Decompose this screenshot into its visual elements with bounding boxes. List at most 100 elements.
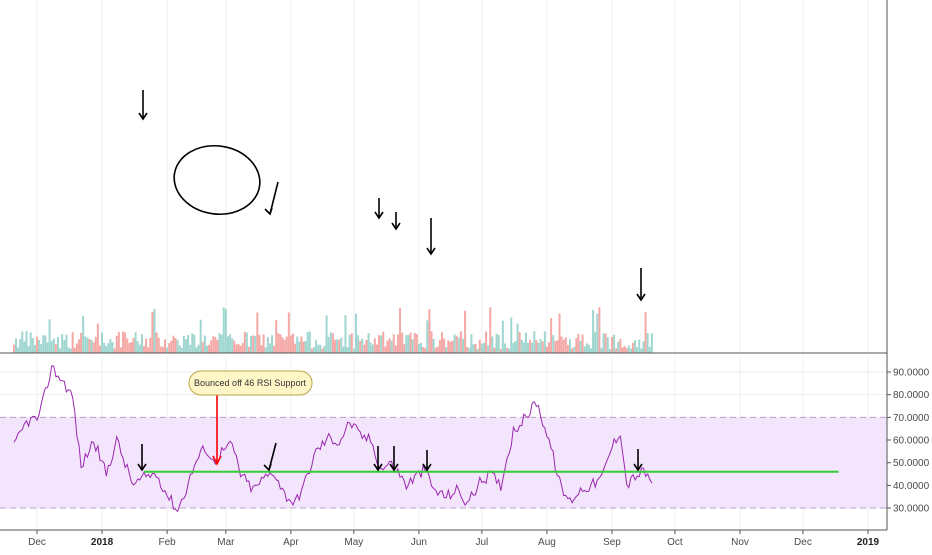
volume-bar <box>275 319 278 353</box>
volume-bar <box>268 343 271 353</box>
volume-bar <box>229 334 232 353</box>
volume-bar <box>140 334 143 353</box>
volume-bar <box>283 339 286 353</box>
volume-bar <box>231 338 234 353</box>
volume-bar <box>245 332 248 353</box>
volume-bar <box>489 307 492 353</box>
volume-bar <box>84 336 87 353</box>
volume-bar <box>642 341 645 353</box>
volume-bar <box>587 344 590 353</box>
volume-bar <box>596 313 599 353</box>
time-tick-label: Aug <box>538 537 556 548</box>
volume-bar <box>493 347 496 353</box>
volume-bar <box>182 335 185 353</box>
volume-bar <box>354 313 357 353</box>
volume-bar <box>401 332 404 353</box>
volume-bar <box>168 343 171 353</box>
volume-bar <box>239 345 242 353</box>
callout-arrow-head <box>212 455 222 466</box>
volume-bar <box>237 344 240 353</box>
volume-bar <box>470 334 473 353</box>
volume-bar <box>552 335 555 353</box>
volume-bar <box>69 348 72 353</box>
rsi-band <box>0 417 887 509</box>
volume-bar <box>258 334 261 353</box>
volume-bar <box>399 307 402 353</box>
volume-bar <box>264 347 267 353</box>
volume-bar <box>197 344 200 353</box>
volume-bar <box>415 334 418 353</box>
volume-bar <box>627 345 630 353</box>
volume-bar <box>608 348 611 353</box>
volume-bar <box>629 348 632 353</box>
volume-bar <box>623 346 626 353</box>
volume-bar <box>38 340 41 353</box>
volume-bar <box>413 332 416 353</box>
volume-bar <box>336 339 339 353</box>
volume-bar <box>468 347 471 353</box>
volume-bar <box>615 348 618 353</box>
volume-bar <box>306 332 309 353</box>
volume-bar <box>254 335 257 353</box>
volume-bar <box>359 340 362 353</box>
volume-bar <box>541 341 544 353</box>
volume-bar <box>143 346 146 353</box>
volume-bar <box>164 339 167 353</box>
volume-bar <box>212 336 215 353</box>
volume-bar <box>199 319 202 353</box>
volume-bar <box>543 331 546 353</box>
volume-bar <box>474 343 477 353</box>
volume-bar <box>590 348 592 353</box>
volume-bar <box>80 332 83 353</box>
volume-bar <box>52 338 55 353</box>
volume-bar <box>424 347 427 353</box>
volume-bar <box>96 323 99 353</box>
rsi-tick-label: 30.0000 <box>893 504 930 515</box>
volume-bar <box>569 339 572 353</box>
volume-bar <box>279 334 282 353</box>
volume-bar <box>581 334 584 353</box>
volume-bar <box>319 344 322 353</box>
volume-bar <box>262 334 265 353</box>
volume-bar <box>640 348 643 353</box>
volume-bar <box>556 340 559 353</box>
volume-bar <box>172 335 175 353</box>
volume-bar <box>98 345 101 353</box>
volume-bar <box>344 315 347 353</box>
volume-bar <box>128 342 131 353</box>
time-tick-label: Dec <box>794 537 812 548</box>
volume-bar <box>558 313 561 353</box>
volume-bar <box>522 342 525 353</box>
volume-bar <box>638 339 641 353</box>
volume-bar <box>201 341 204 353</box>
volume-bar <box>575 338 578 353</box>
volume-bar <box>451 340 454 353</box>
volume-bar <box>443 338 446 353</box>
volume-bar <box>449 341 452 353</box>
volume-bar <box>409 332 412 353</box>
volume-bar <box>331 333 334 353</box>
volume-bar <box>602 333 605 353</box>
volume-bar <box>619 338 622 353</box>
volume-bar <box>378 335 381 353</box>
volume-bar <box>369 342 372 353</box>
rsi-tick-label: 80.0000 <box>893 390 930 401</box>
volume-bar <box>315 340 318 353</box>
volume-bar <box>346 347 349 353</box>
volume-bar <box>31 338 34 353</box>
volume-bar <box>516 323 519 353</box>
time-tick-label: Apr <box>283 537 299 548</box>
volume-bar <box>562 339 565 353</box>
volume-bar <box>23 341 26 353</box>
volume-bar <box>621 347 624 353</box>
volume-bar <box>363 344 366 353</box>
volume-bar <box>422 347 425 353</box>
volume-bar <box>260 345 263 353</box>
volume-bar <box>527 343 530 353</box>
volume-bar <box>294 343 297 353</box>
volume-bar <box>155 332 158 353</box>
volume-bar <box>426 320 429 353</box>
volume-bar <box>71 332 74 353</box>
volume-bar <box>361 338 364 353</box>
volume-bar <box>441 332 444 353</box>
